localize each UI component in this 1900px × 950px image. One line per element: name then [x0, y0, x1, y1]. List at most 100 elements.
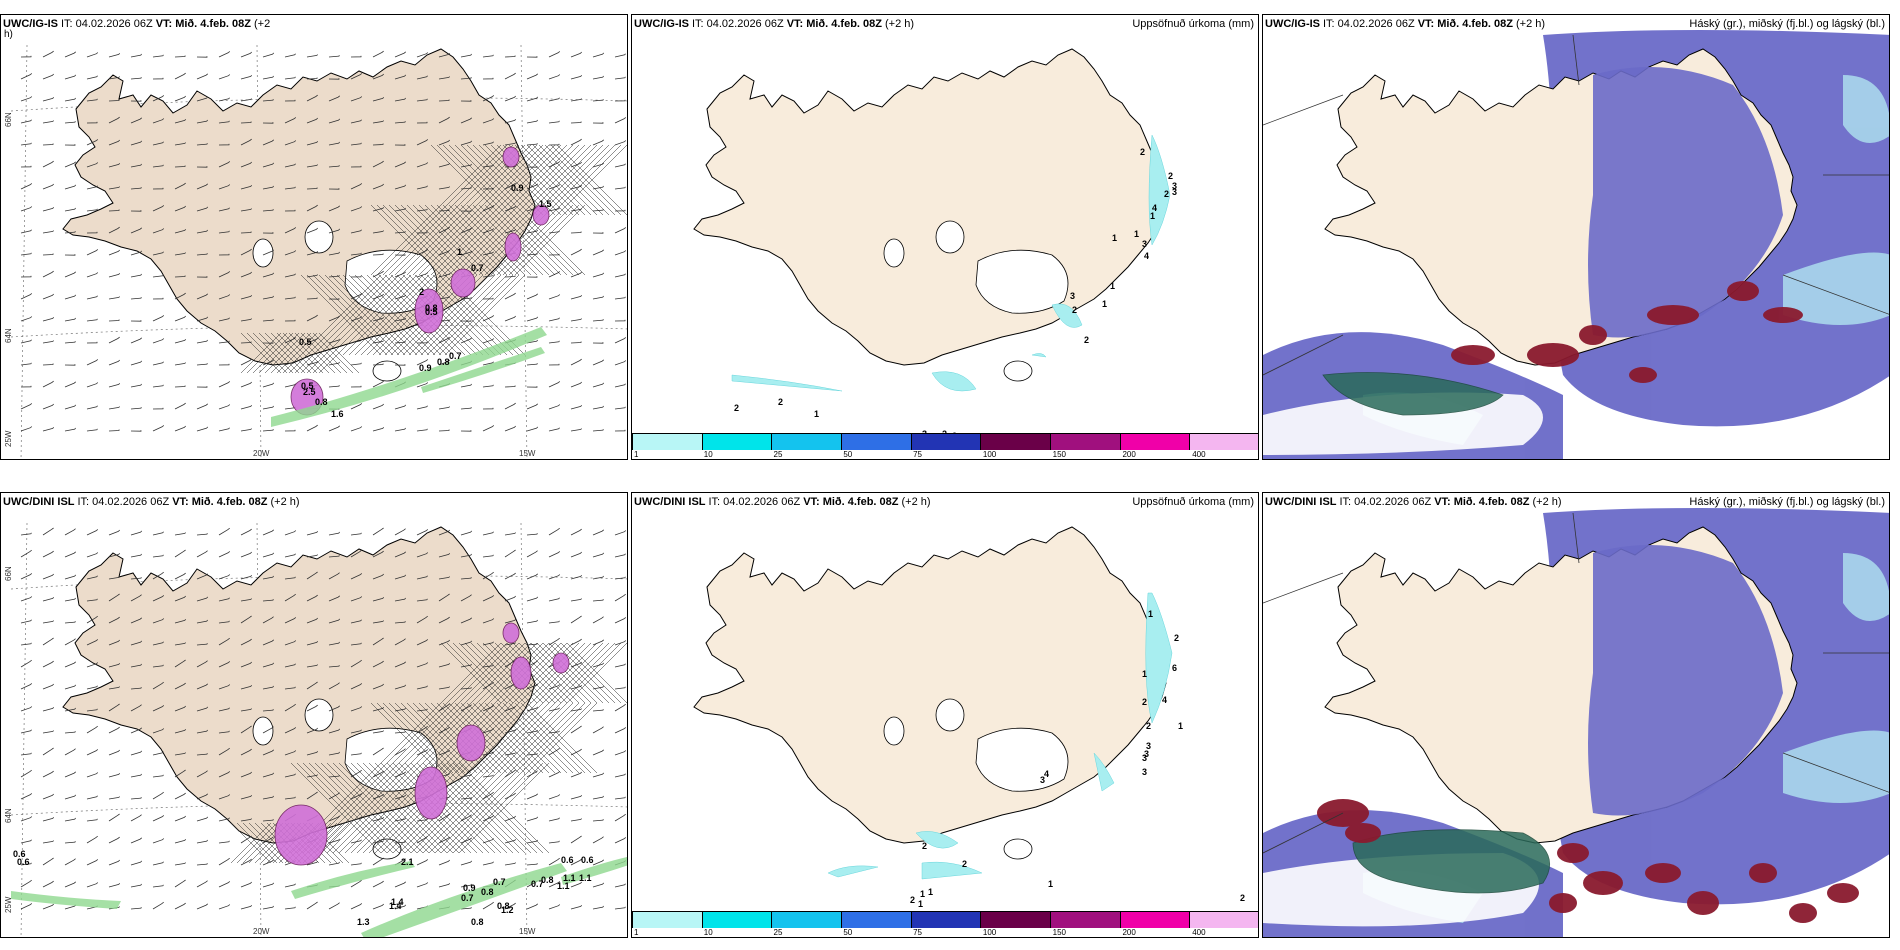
wind-barb [372, 183, 384, 190]
wind-barb [86, 139, 99, 146]
wind-barb [174, 362, 186, 366]
wind-barb [416, 598, 428, 602]
wind-barb [526, 550, 538, 558]
wind-barb [108, 576, 120, 580]
wind-barb [20, 532, 32, 536]
wind-panel-dini: 0.6 0.6 2.1 0.9 0.7 0.6 0.6 1.1 0.8 0.7 1.4 1.1 0.8 0… [0, 492, 628, 938]
wind-barb [592, 122, 604, 124]
hatch-line [270, 332, 312, 374]
colorbar-label: 10 [703, 450, 713, 459]
wind-barb [174, 532, 186, 536]
precip-patch [1051, 303, 1083, 328]
contour-label: 0.6 [581, 855, 594, 865]
snow-blob [504, 232, 522, 262]
hatch-line [470, 642, 532, 704]
wind-barb [614, 99, 626, 102]
wind-barb [262, 726, 274, 734]
wind-barb [482, 274, 494, 278]
wind-barb [306, 594, 318, 602]
wind-barb [548, 637, 560, 646]
wind-barb [196, 880, 208, 888]
wind-barb [152, 251, 164, 256]
wind-barb [570, 121, 582, 124]
wind-barb [64, 771, 77, 778]
hatch-line [430, 144, 502, 216]
wind-barb [306, 751, 318, 756]
wind-barb [592, 818, 604, 822]
wind-barb [570, 381, 582, 388]
wind-barb [20, 549, 32, 558]
wind-barb [240, 405, 252, 410]
hatch-line [490, 702, 562, 774]
graticule [10, 522, 627, 937]
wind-barb [42, 770, 54, 778]
wind-barb [130, 406, 142, 410]
wind-barb [262, 616, 274, 624]
wind-barb [328, 531, 340, 536]
wind-barb [86, 598, 98, 602]
wind-barb [64, 340, 76, 344]
precip-label: 1 [814, 409, 819, 419]
wind-barb [570, 75, 582, 80]
wind-barb [438, 616, 450, 624]
wind-barb [416, 615, 428, 624]
wind-barb [328, 205, 341, 212]
wind-barb [548, 527, 560, 536]
langjokull-glacier [935, 220, 965, 254]
hatch-line [490, 204, 562, 276]
wind-barb [570, 835, 582, 844]
wind-barb [20, 426, 33, 432]
cell [1557, 843, 1589, 863]
wind-barb [20, 362, 32, 366]
wind-barb [218, 143, 230, 146]
wind-barb [108, 336, 120, 344]
wind-barb [526, 532, 538, 536]
wind-barb [570, 295, 582, 300]
wind-barb [504, 315, 516, 322]
cell [1727, 281, 1759, 301]
mid-cloud-mass [1322, 372, 1504, 416]
wind-barb [548, 161, 561, 168]
wind-barb [42, 340, 54, 344]
wind-barb [416, 208, 428, 212]
precip-label: 4 [1152, 203, 1157, 213]
wind-barb [438, 359, 450, 366]
hatch-line [276, 332, 318, 374]
wind-barb [350, 403, 363, 410]
wind-barb [86, 121, 98, 124]
wind-barb [42, 747, 54, 756]
wind-barb [108, 163, 120, 168]
meridian-20w [256, 522, 262, 937]
hatch-line [412, 204, 484, 276]
wind-barb [504, 142, 516, 146]
wind-barb [240, 528, 252, 536]
wind-barb [20, 793, 33, 800]
wind-barb [592, 749, 605, 756]
wind-barb [504, 72, 516, 80]
wind-barb [526, 119, 538, 124]
wind-barb [416, 749, 429, 756]
cloud-over-land [1588, 67, 1783, 338]
precip-label: 1 [1148, 609, 1153, 619]
wind-barb [284, 250, 297, 256]
wind-barb [152, 861, 164, 866]
wind-barb [460, 186, 472, 190]
snow-precip-areas [274, 622, 570, 866]
hatch-line [372, 274, 454, 356]
wind-barb [108, 703, 120, 712]
cell [1645, 863, 1681, 883]
wind-barb [284, 429, 296, 432]
wind-barb [372, 380, 384, 388]
wind-barb [64, 51, 77, 58]
wind-barb [438, 139, 450, 146]
wind-barb [438, 99, 450, 102]
wind-barb [416, 428, 428, 432]
lead-time: (+2 h) [885, 18, 915, 30]
hatch-line [382, 702, 454, 774]
wind-barb [284, 796, 296, 800]
wind-barb [108, 836, 120, 844]
wind-barb [504, 532, 516, 536]
wind-barb [570, 405, 582, 410]
vt-label: VT: [155, 18, 173, 30]
colorbar-swatch [911, 912, 982, 928]
